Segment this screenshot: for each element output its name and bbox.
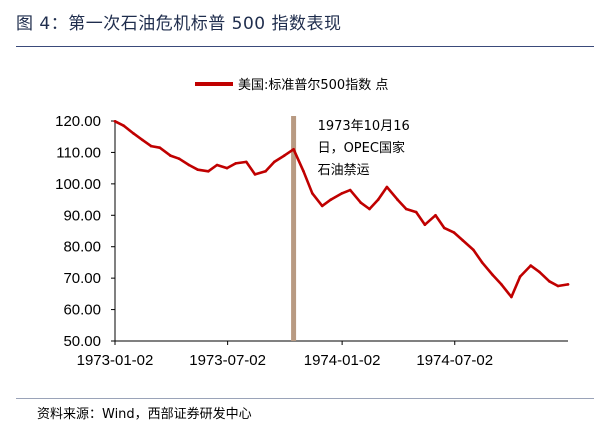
data-point	[500, 283, 503, 286]
y-tick-label: 120.00	[55, 113, 101, 130]
data-point	[225, 166, 229, 170]
data-point	[245, 160, 248, 164]
x-tick-label: 1973-07-02	[189, 352, 266, 369]
data-point	[368, 207, 371, 211]
annotation-label-line: 日，OPEC国家	[318, 140, 405, 156]
data-point	[491, 273, 495, 277]
y-tick-label: 50.00	[63, 333, 101, 350]
y-tick-label: 70.00	[63, 270, 101, 287]
data-point	[113, 120, 117, 123]
data-point	[376, 198, 380, 201]
data-point	[196, 168, 200, 171]
data-point	[396, 198, 399, 201]
data-point	[292, 148, 295, 151]
x-tick-label: 1974-01-02	[304, 352, 381, 369]
data-point	[264, 170, 267, 173]
data-point	[141, 138, 144, 142]
data-point	[329, 198, 333, 201]
x-tick-label: 1973-01-02	[77, 352, 154, 369]
data-point	[187, 163, 191, 167]
data-point	[452, 231, 456, 234]
data-point	[158, 146, 162, 149]
data-point	[320, 204, 324, 208]
y-tick-label: 80.00	[63, 239, 101, 256]
data-point	[548, 280, 551, 283]
data-point	[480, 261, 484, 264]
data-point	[461, 239, 465, 242]
data-point	[538, 270, 541, 274]
data-point	[311, 192, 314, 195]
data-point	[169, 154, 172, 157]
data-point	[215, 163, 219, 167]
data-point	[177, 157, 181, 160]
data-point	[566, 283, 570, 286]
data-point	[442, 226, 446, 230]
data-point	[423, 223, 427, 226]
data-point	[132, 132, 135, 135]
source-note: 资料来源：Wind，西部证券研发中心	[37, 407, 252, 422]
figure-title: 图 4：第一次石油危机标普 500 指数表现	[16, 14, 342, 34]
legend: 美国:标准普尔500指数 点	[195, 78, 388, 93]
y-tick-label: 90.00	[63, 207, 101, 224]
data-point	[556, 284, 560, 288]
data-point	[518, 275, 522, 278]
embargo-marker-line	[291, 116, 297, 341]
y-tick-label: 60.00	[63, 302, 101, 319]
data-point	[510, 295, 513, 299]
x-tick-label: 1974-07-02	[416, 352, 493, 369]
annotation-label-line: 1973年10月16	[318, 119, 410, 134]
series-group	[113, 120, 570, 299]
data-point	[359, 201, 363, 204]
data-point	[253, 173, 257, 176]
source-divider	[16, 398, 594, 399]
data-point	[302, 170, 305, 173]
y-tick-label: 110.00	[56, 144, 101, 161]
data-point	[283, 154, 286, 157]
data-point	[348, 188, 352, 192]
legend-label: 美国:标准普尔500指数 点	[238, 78, 388, 93]
data-point	[385, 185, 389, 189]
data-point	[122, 124, 125, 127]
title-divider	[16, 46, 594, 47]
data-point	[472, 248, 475, 252]
data-point	[340, 192, 344, 195]
data-point	[404, 207, 408, 211]
data-point	[149, 144, 153, 148]
data-point	[414, 210, 418, 214]
axes: 50.00 60.00 70.00 80.00 90.00 100.00 110.00 120…	[55, 113, 568, 369]
data-point	[273, 160, 276, 164]
data-point	[207, 170, 210, 173]
data-point	[234, 162, 237, 165]
y-tick-label: 100.00	[55, 176, 101, 193]
data-point	[434, 214, 437, 217]
annotation-label-line: 石油禁运	[318, 163, 370, 178]
data-point	[529, 264, 532, 267]
